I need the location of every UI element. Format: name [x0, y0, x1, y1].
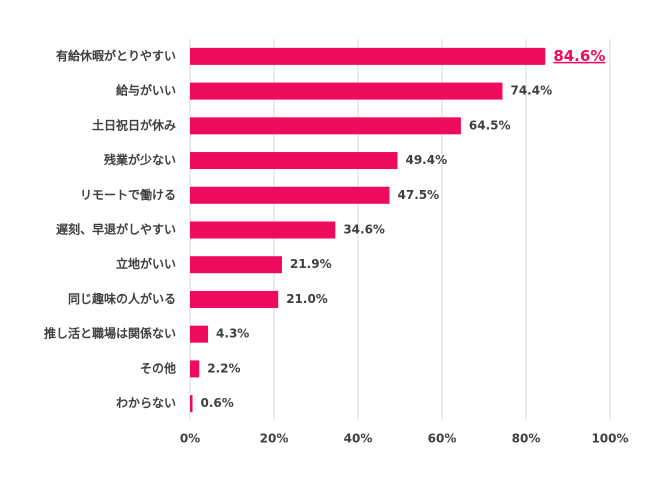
y-tick-label: 給与がいい: [116, 83, 176, 98]
bar: [190, 152, 398, 170]
y-tick-label: わからない: [116, 396, 176, 410]
value-label: 49.4%: [405, 153, 447, 167]
value-label: 4.3%: [216, 327, 249, 341]
bar: [190, 82, 503, 100]
value-label: 21.0%: [286, 292, 328, 306]
x-tick-label: 0%: [180, 432, 200, 446]
y-tick-label: 有給休暇がとりやすい: [56, 48, 176, 63]
value-label: 74.4%: [510, 84, 552, 98]
y-tick-label: その他: [140, 360, 176, 375]
value-label: 64.5%: [469, 118, 511, 132]
y-tick-label: 同じ趣味の人がいる: [68, 291, 176, 306]
value-label: 84.6%: [553, 47, 605, 65]
y-tick-label: リモートで働ける: [80, 187, 176, 202]
bar: [190, 186, 390, 204]
value-label: 21.9%: [290, 257, 332, 271]
y-tick-label: 遅刻、早退がしやすい: [56, 222, 176, 237]
bar: [190, 221, 336, 239]
value-label: 47.5%: [398, 188, 440, 202]
bar: [190, 47, 546, 65]
value-label: 0.6%: [201, 396, 234, 410]
bar: [190, 256, 282, 274]
x-tick-label: 100%: [591, 432, 628, 446]
y-tick-label: 立地がいい: [116, 256, 176, 271]
value-label: 34.6%: [343, 223, 385, 237]
x-tick-label: 60%: [428, 432, 457, 446]
y-tick-label: 土日祝日が休み: [92, 117, 176, 132]
x-tick-label: 80%: [512, 432, 541, 446]
bar: [190, 117, 461, 135]
bar: [190, 395, 193, 413]
x-tick-label: 40%: [344, 432, 373, 446]
bar: [190, 290, 279, 308]
x-tick-label: 20%: [260, 432, 289, 446]
y-tick-label: 推し活と職場は関係ない: [44, 326, 176, 341]
bar: [190, 360, 200, 378]
bar: [190, 325, 209, 343]
y-tick-label: 残業が少ない: [104, 152, 176, 167]
value-label: 2.2%: [207, 361, 240, 375]
